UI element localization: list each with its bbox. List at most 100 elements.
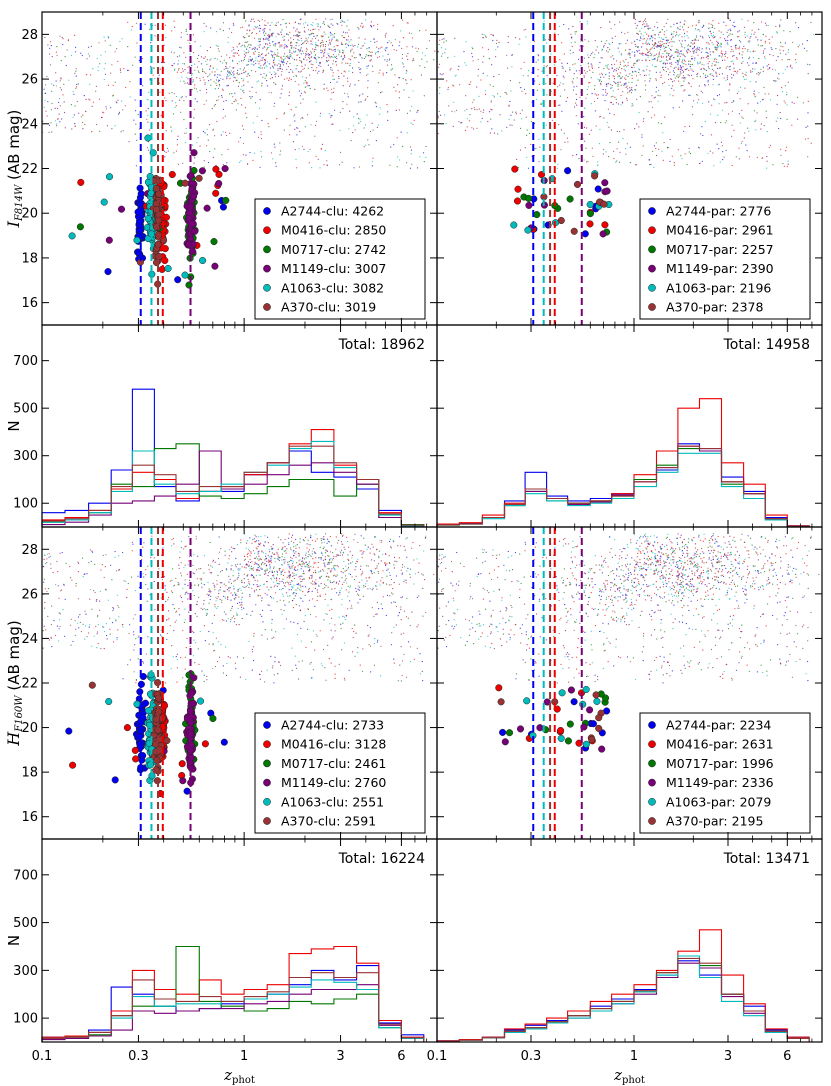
field-point <box>232 46 234 49</box>
field-point <box>92 101 94 103</box>
field-point <box>344 32 346 34</box>
field-point <box>377 23 379 25</box>
field-point <box>321 143 323 145</box>
field-point <box>226 76 228 78</box>
field-point <box>541 102 543 104</box>
field-point <box>191 73 193 75</box>
field-point <box>166 147 169 149</box>
field-point <box>663 34 665 36</box>
field-point <box>323 546 325 548</box>
field-point <box>712 34 715 36</box>
field-point <box>187 564 189 566</box>
field-point <box>298 576 300 578</box>
field-point <box>292 561 294 563</box>
field-point <box>173 20 175 22</box>
field-point <box>275 162 277 164</box>
field-point <box>697 46 699 48</box>
field-point <box>55 51 58 53</box>
field-point <box>281 70 283 73</box>
field-point <box>366 74 368 76</box>
field-point <box>701 48 703 50</box>
field-point <box>82 557 84 559</box>
field-point <box>416 111 418 113</box>
field-point <box>764 42 766 44</box>
field-point <box>271 35 273 37</box>
field-point <box>379 69 381 71</box>
field-point <box>725 149 727 151</box>
field-point <box>403 581 405 583</box>
field-point <box>727 39 729 42</box>
field-point <box>718 22 720 24</box>
field-point <box>682 63 684 65</box>
field-point <box>651 95 653 97</box>
field-point <box>323 70 325 72</box>
field-point <box>148 149 150 151</box>
field-point <box>710 23 712 25</box>
field-point <box>576 77 578 79</box>
field-point <box>686 45 689 47</box>
field-point <box>721 56 723 58</box>
field-point <box>444 114 446 116</box>
field-point <box>739 98 741 100</box>
field-point <box>261 550 263 552</box>
field-point <box>310 661 312 664</box>
field-point <box>250 97 252 99</box>
field-point <box>175 150 177 152</box>
field-point <box>673 71 676 74</box>
field-point <box>795 22 797 24</box>
field-point <box>373 25 375 27</box>
field-point <box>759 71 762 73</box>
field-point <box>67 39 70 41</box>
field-point <box>292 71 294 73</box>
field-point <box>281 45 283 48</box>
field-point <box>613 63 616 65</box>
field-point <box>212 643 214 645</box>
field-point <box>610 56 612 58</box>
galaxy-point <box>195 174 203 182</box>
field-point <box>356 560 358 562</box>
field-point <box>721 73 724 75</box>
field-point <box>726 75 729 77</box>
field-point <box>642 145 644 147</box>
field-point <box>218 79 221 82</box>
field-point <box>357 43 359 46</box>
field-point <box>319 42 322 45</box>
field-point <box>710 134 713 136</box>
field-point <box>259 66 261 69</box>
field-point <box>782 50 785 52</box>
field-point <box>352 45 354 47</box>
field-point <box>185 56 187 58</box>
field-point <box>591 67 594 69</box>
field-point <box>245 41 247 44</box>
field-point <box>637 46 639 49</box>
field-point <box>264 27 266 30</box>
field-point <box>342 36 344 39</box>
field-point <box>176 71 178 73</box>
field-point <box>666 39 668 42</box>
field-point <box>497 93 499 95</box>
field-point <box>332 123 334 125</box>
field-point <box>609 101 612 103</box>
field-point <box>137 575 139 577</box>
field-point <box>756 112 758 114</box>
field-point <box>61 118 63 120</box>
field-point <box>676 22 678 24</box>
field-point <box>645 48 648 50</box>
field-point <box>279 142 281 144</box>
field-point <box>310 582 312 584</box>
field-point <box>398 97 400 99</box>
field-point <box>271 77 273 79</box>
field-point <box>688 49 690 51</box>
field-point <box>651 64 654 66</box>
field-point <box>216 84 218 87</box>
field-point <box>105 106 107 108</box>
field-point <box>636 32 638 34</box>
field-point <box>248 565 250 567</box>
field-point <box>695 48 697 51</box>
field-point <box>312 548 315 550</box>
field-point <box>699 76 702 78</box>
field-point <box>193 108 195 110</box>
field-point <box>393 556 396 559</box>
field-point <box>384 36 387 38</box>
field-point <box>340 623 342 625</box>
